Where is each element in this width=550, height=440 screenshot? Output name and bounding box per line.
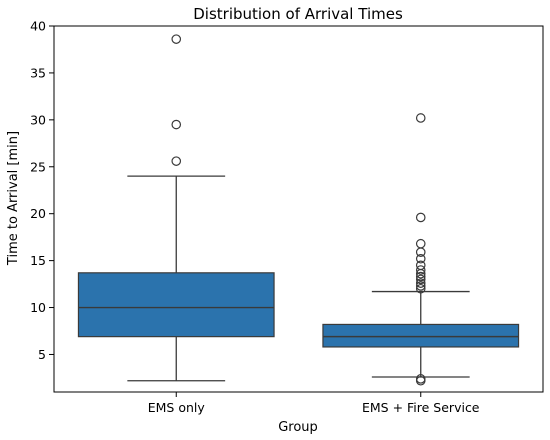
outlier-point [415,253,426,264]
plot-area: 5 10 15 20 25 30 35 40 EMS only EMS + Fire Servic… [30,19,520,415]
outlier-point [415,113,426,123]
x-tick-label: EMS only [148,400,206,415]
outlier-point [415,265,426,275]
y-tick-label: 30 [30,112,46,127]
outlier-point [171,119,182,130]
outlier-point [171,34,182,44]
y-tick-label: 35 [30,65,46,80]
outlier-point [415,260,426,271]
chart-title: Distribution of Arrival Times [193,5,403,23]
iqr-box [322,323,520,348]
outlier-point [415,281,426,291]
outlier-point [415,375,426,386]
iqr-box [77,272,275,338]
y-tick-label: 15 [30,253,46,268]
outlier-point [415,374,426,384]
outlier-point [415,274,426,285]
outlier-point [171,156,182,166]
plot-frame [53,25,544,393]
x-axis-label: Group [278,420,318,435]
y-tick-label: 40 [30,19,46,34]
x-tick-label: EMS + Fire Service [362,400,480,415]
outlier-point [415,271,426,282]
outlier-point [415,283,426,294]
outlier-point [415,278,426,288]
outlier-point [415,238,426,249]
y-tick-label: 25 [30,159,46,174]
y-tick-label: 10 [30,300,46,315]
y-tick-label: 5 [38,347,46,362]
y-axis-label: Time to Arrival [min] [6,131,21,266]
outlier-point [415,212,426,223]
y-tick-label: 20 [30,206,46,221]
